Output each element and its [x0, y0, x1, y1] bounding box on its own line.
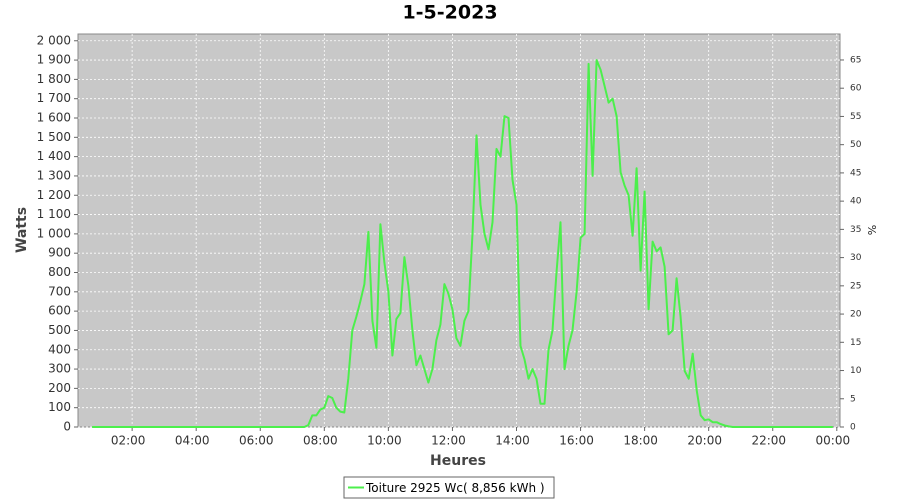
- y-tick-label: 700: [48, 284, 71, 298]
- y-tick-label: 0: [63, 420, 71, 434]
- data-line: [92, 59, 833, 428]
- y-tick-label: 1 600: [37, 111, 71, 125]
- y2-tick-label: 10: [850, 366, 862, 376]
- x-tick-label: 14:00: [495, 434, 530, 448]
- y-tick-label: 1 500: [37, 130, 71, 144]
- x-axis-label: Heures: [430, 453, 486, 469]
- y-tick-label: 1 400: [37, 149, 71, 163]
- y2-tick-label: 25: [850, 281, 861, 291]
- y2-tick-label: 30: [850, 253, 862, 263]
- y2-tick-label: 0: [850, 423, 856, 433]
- y-tick-label: 200: [48, 381, 71, 395]
- x-tick-label: 20:00: [687, 434, 722, 448]
- y2-tick-label: 45: [850, 168, 861, 178]
- y2-tick-label: 5: [850, 394, 856, 404]
- x-tick-label: 10:00: [367, 434, 402, 448]
- y-tick-label: 1 100: [37, 207, 71, 221]
- y2-tick-label: 20: [850, 310, 862, 320]
- y-axis-label: Watts: [14, 207, 30, 253]
- y-tick-label: 100: [48, 400, 71, 414]
- x-tick-label: 06:00: [239, 434, 274, 448]
- y-tick-label: 600: [48, 304, 71, 318]
- x-tick-label: 16:00: [559, 434, 594, 448]
- y2-tick-label: 40: [850, 197, 862, 207]
- y-tick-label: 1 200: [37, 188, 71, 202]
- x-tick-label: 22:00: [751, 434, 786, 448]
- x-tick-label: 08:00: [303, 434, 338, 448]
- y-tick-label: 900: [48, 246, 71, 260]
- y-tick-label: 800: [48, 265, 71, 279]
- y2-tick-label: 60: [850, 84, 862, 94]
- y-tick-label: 1 900: [37, 53, 71, 67]
- y-tick-label: 1 800: [37, 72, 71, 86]
- x-tick-label: 18:00: [623, 434, 658, 448]
- y-tick-label: 1 000: [37, 226, 71, 240]
- y2-axis-label: %: [866, 225, 879, 235]
- x-tick-label: 12:00: [431, 434, 466, 448]
- x-tick-label: 00:00: [816, 434, 851, 448]
- y2-tick-label: 35: [850, 225, 861, 235]
- y-tick-label: 1 700: [37, 91, 71, 105]
- y-tick-label: 500: [48, 323, 71, 337]
- x-tick-label: 02:00: [111, 434, 146, 448]
- y2-tick-label: 55: [850, 112, 861, 122]
- y2-tick-label: 65: [850, 55, 861, 65]
- plot-area: [77, 33, 841, 428]
- y-tick-label: 2 000: [37, 33, 71, 47]
- y2-tick-label: 50: [850, 140, 862, 150]
- y-tick-label: 400: [48, 342, 71, 356]
- y-tick-label: 300: [48, 362, 71, 376]
- x-tick-label: 04:00: [175, 434, 210, 448]
- chart-title: 1-5-2023: [402, 2, 497, 24]
- legend-label: Toiture 2925 Wc( 8,856 kWh ): [365, 481, 545, 495]
- y-tick-label: 1 300: [37, 168, 71, 182]
- y2-tick-label: 15: [850, 338, 861, 348]
- legend-box: [343, 476, 555, 499]
